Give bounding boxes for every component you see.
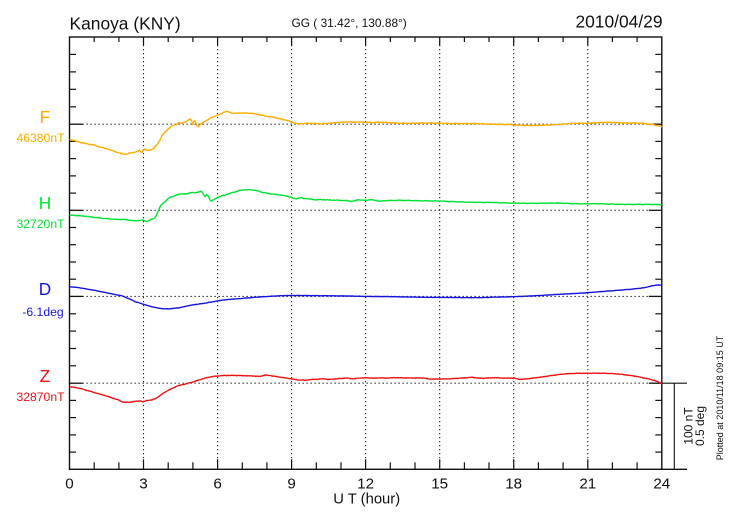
svg-text:15: 15 xyxy=(431,476,448,493)
svg-text:H: H xyxy=(39,193,51,213)
svg-text:D: D xyxy=(39,279,51,299)
svg-text:32870nT: 32870nT xyxy=(16,390,65,404)
svg-text:100 nT: 100 nT xyxy=(682,407,696,445)
svg-text:21: 21 xyxy=(579,476,596,493)
svg-text:-6.1deg: -6.1deg xyxy=(22,305,63,319)
svg-text:GG ( 31.42°, 130.88°): GG ( 31.42°, 130.88°) xyxy=(292,16,407,30)
svg-text:0: 0 xyxy=(65,476,73,493)
svg-text:F: F xyxy=(40,107,51,127)
svg-text:9: 9 xyxy=(287,476,295,493)
svg-text:6: 6 xyxy=(213,476,221,493)
svg-text:12: 12 xyxy=(357,476,374,493)
svg-text:2010/04/29: 2010/04/29 xyxy=(575,12,662,32)
svg-text:Z: Z xyxy=(40,366,51,386)
svg-text:Plotted at 2010/11/18 09:15 UT: Plotted at 2010/11/18 09:15 UT xyxy=(715,335,725,460)
svg-text:Kanoya (KNY): Kanoya (KNY) xyxy=(70,14,181,34)
svg-text:3: 3 xyxy=(139,476,147,493)
svg-text:46380nT: 46380nT xyxy=(16,131,65,145)
svg-text:32720nT: 32720nT xyxy=(16,217,65,231)
svg-text:18: 18 xyxy=(505,476,522,493)
svg-text:24: 24 xyxy=(653,476,670,493)
svg-text:0.5 deg: 0.5 deg xyxy=(693,406,707,446)
svg-text:U T (hour): U T (hour) xyxy=(333,492,400,508)
